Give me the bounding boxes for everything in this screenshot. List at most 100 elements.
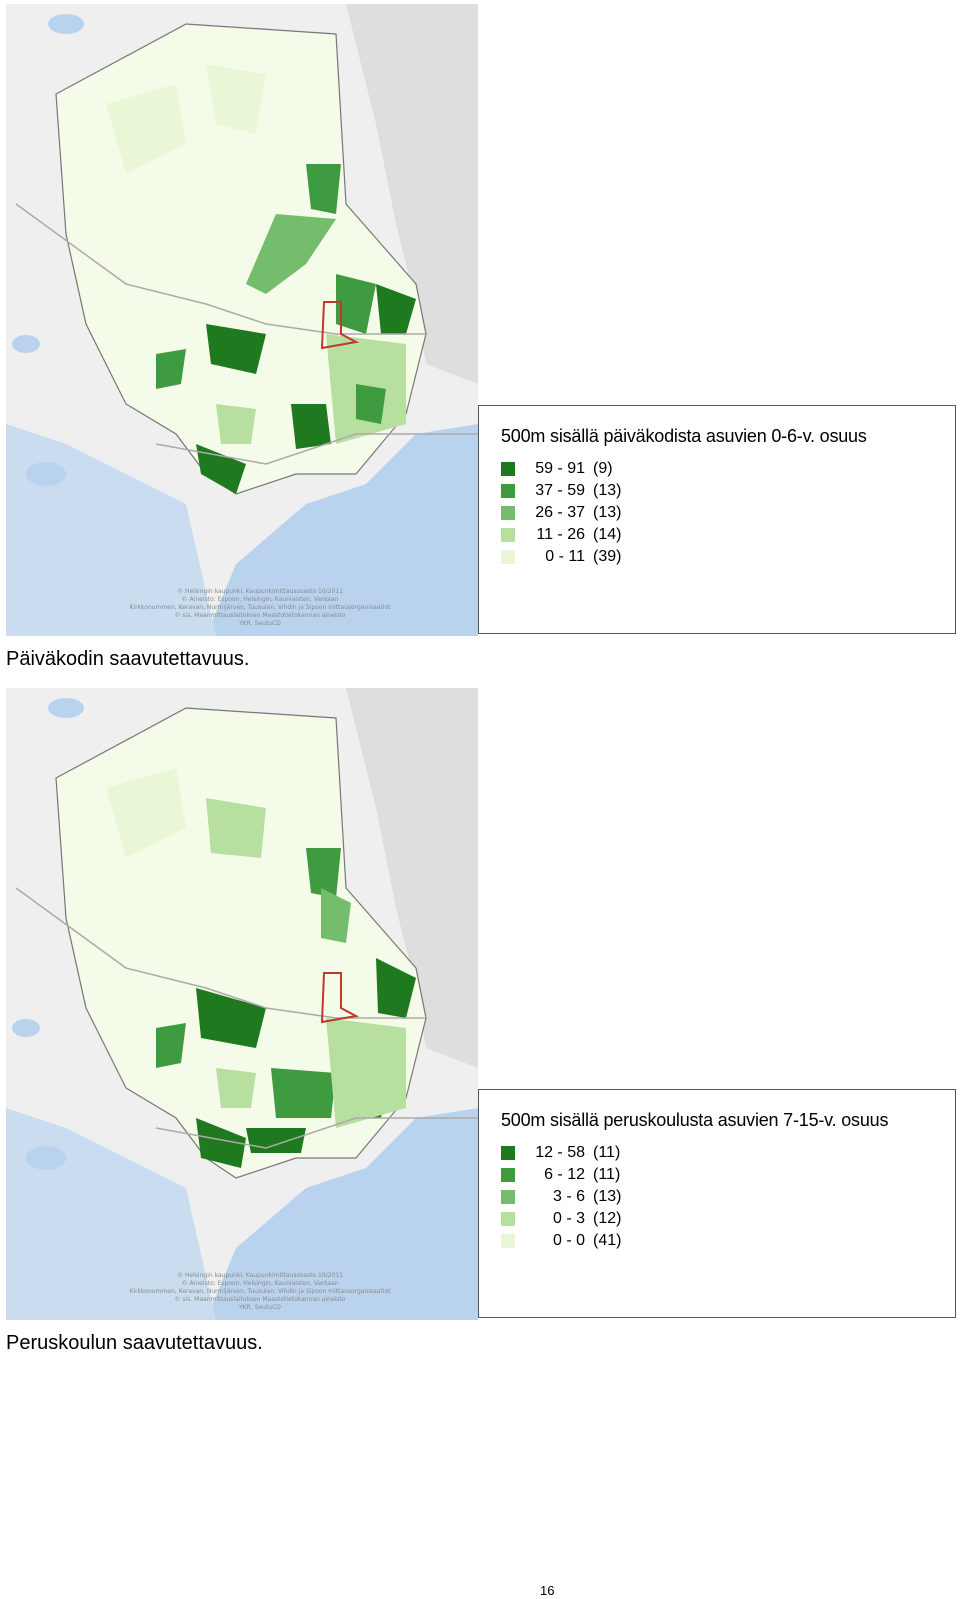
- map-figure-daycare: © Helsingin kaupunki, Kaupunkimittausosa…: [6, 4, 958, 636]
- legend-swatch: [501, 484, 515, 498]
- map-credits: © Helsingin kaupunki, Kaupunkimittausosa…: [110, 588, 410, 628]
- credit-line: © sis. Maanmittauslaitoksen Maastotietok…: [174, 612, 346, 619]
- legend-range: 3 - 6: [552, 1188, 585, 1205]
- legend-count: (14): [593, 526, 622, 543]
- class-patch: [326, 1018, 406, 1128]
- legend-items: 12 - 58 (11) 6 - 12 (11) 3 - 6 (13) 0 - …: [501, 1142, 621, 1252]
- legend-swatch: [501, 1146, 515, 1160]
- legend-range: 37 - 59: [535, 482, 585, 499]
- sea-area: [206, 424, 478, 636]
- legend-swatch: [501, 1212, 515, 1226]
- map-figure-school: © Helsingin kaupunki, Kaupunkimittausosa…: [6, 688, 958, 1320]
- lake: [12, 1019, 40, 1037]
- legend-count: (39): [593, 548, 622, 565]
- legend-item: 59 - 91 (9): [501, 458, 621, 480]
- lake: [48, 14, 84, 34]
- class-patch: [206, 324, 266, 374]
- legend-count: (13): [593, 504, 622, 521]
- credit-line: © Aineisto: Espoon, Helsingin, Kauniaist…: [181, 596, 339, 603]
- road: [155, 1117, 478, 1149]
- class-patch: [206, 798, 266, 858]
- class-patch: [356, 384, 386, 424]
- legend-item: 3 - 6 (13): [501, 1186, 621, 1208]
- legend-count: (41): [593, 1232, 622, 1249]
- legend-item: 0 - 3 (12): [501, 1208, 621, 1230]
- legend-range: 0 - 11: [545, 548, 585, 565]
- map-legend: 500m sisällä päiväkodista asuvien 0-6-v.…: [478, 405, 956, 634]
- class-patch: [376, 284, 416, 334]
- class-patch: [376, 958, 416, 1018]
- legend-item: 6 - 12 (11): [501, 1164, 621, 1186]
- credit-line: YKR, SeutuCD: [239, 620, 281, 627]
- class-patch: [106, 84, 186, 174]
- legend-swatch: [501, 506, 515, 520]
- urban-area: [346, 688, 478, 1068]
- road: [155, 433, 478, 465]
- credit-line: © Helsingin kaupunki, Kaupunkimittausosa…: [177, 1272, 343, 1279]
- class-patch: [216, 404, 256, 444]
- class-patch: [306, 164, 341, 214]
- legend-item: 37 - 59 (13): [501, 480, 621, 502]
- credit-line: Kirkkonummen, Keravan, Nurmijärven, Tuus…: [129, 1288, 391, 1295]
- urban-area: [346, 4, 478, 384]
- legend-count: (12): [593, 1210, 622, 1227]
- class-patch: [246, 214, 336, 294]
- class-patch: [321, 888, 351, 943]
- legend-count: (13): [593, 482, 622, 499]
- map-image-school: © Helsingin kaupunki, Kaupunkimittausosa…: [6, 688, 478, 1320]
- road: [15, 203, 426, 335]
- class-patch: [271, 1068, 336, 1118]
- legend-title: 500m sisällä päiväkodista asuvien 0-6-v.…: [501, 426, 867, 446]
- legend-swatch: [501, 1234, 515, 1248]
- lake: [26, 462, 66, 486]
- legend-range: 59 - 91: [535, 460, 585, 477]
- class-patch: [246, 1128, 306, 1153]
- legend-count: (11): [593, 1144, 621, 1161]
- map-canvas-daycare: [6, 4, 478, 636]
- legend-count: (11): [593, 1166, 621, 1183]
- class-patch: [196, 988, 266, 1048]
- map-canvas-school: [6, 688, 478, 1320]
- class-patch: [216, 1068, 256, 1108]
- legend-items: 59 - 91 (9) 37 - 59 (13) 26 - 37 (13) 11…: [501, 458, 621, 568]
- class-patch: [156, 349, 186, 389]
- class-patch: [306, 848, 341, 898]
- legend-range: 26 - 37: [535, 504, 585, 521]
- legend-swatch: [501, 550, 515, 564]
- map-credits: © Helsingin kaupunki, Kaupunkimittausosa…: [110, 1272, 410, 1312]
- figure-caption: Päiväkodin saavutettavuus.: [6, 648, 250, 670]
- legend-item: 12 - 58 (11): [501, 1142, 621, 1164]
- map-legend: 500m sisällä peruskoulusta asuvien 7-15-…: [478, 1089, 956, 1318]
- credit-line: © sis. Maanmittauslaitoksen Maastotietok…: [174, 1296, 346, 1303]
- legend-range: 0 - 0: [552, 1232, 585, 1249]
- legend-title: 500m sisällä peruskoulusta asuvien 7-15-…: [501, 1110, 889, 1130]
- lake: [48, 698, 84, 718]
- road: [15, 887, 426, 1019]
- class-patch: [106, 768, 186, 858]
- legend-item: 26 - 37 (13): [501, 502, 621, 524]
- class-patch: [206, 64, 266, 134]
- legend-count: (13): [593, 1188, 622, 1205]
- lake: [26, 1146, 66, 1170]
- credit-line: YKR, SeutuCD: [239, 1304, 281, 1311]
- study-area-outline: [320, 972, 360, 1024]
- legend-item: 0 - 0 (41): [501, 1230, 621, 1252]
- lake: [12, 335, 40, 353]
- credit-line: © Helsingin kaupunki, Kaupunkimittausosa…: [177, 588, 343, 595]
- sea-area: [206, 1108, 478, 1320]
- class-patch: [196, 1118, 246, 1168]
- legend-range: 12 - 58: [535, 1144, 585, 1161]
- study-area-outline: [320, 301, 360, 350]
- legend-range: 0 - 3: [552, 1210, 585, 1227]
- map-image-daycare: © Helsingin kaupunki, Kaupunkimittausosa…: [6, 4, 478, 636]
- credit-line: © Aineisto: Espoon, Helsingin, Kauniaist…: [181, 1280, 339, 1287]
- class-patch: [196, 444, 246, 494]
- legend-swatch: [501, 1168, 515, 1182]
- class-patch: [291, 404, 331, 449]
- legend-item: 0 - 11 (39): [501, 546, 621, 568]
- legend-range: 11 - 26: [536, 526, 585, 543]
- legend-swatch: [501, 528, 515, 542]
- legend-swatch: [501, 1190, 515, 1204]
- legend-count: (9): [593, 460, 613, 477]
- figure-caption: Peruskoulun saavutettavuus.: [6, 1332, 263, 1354]
